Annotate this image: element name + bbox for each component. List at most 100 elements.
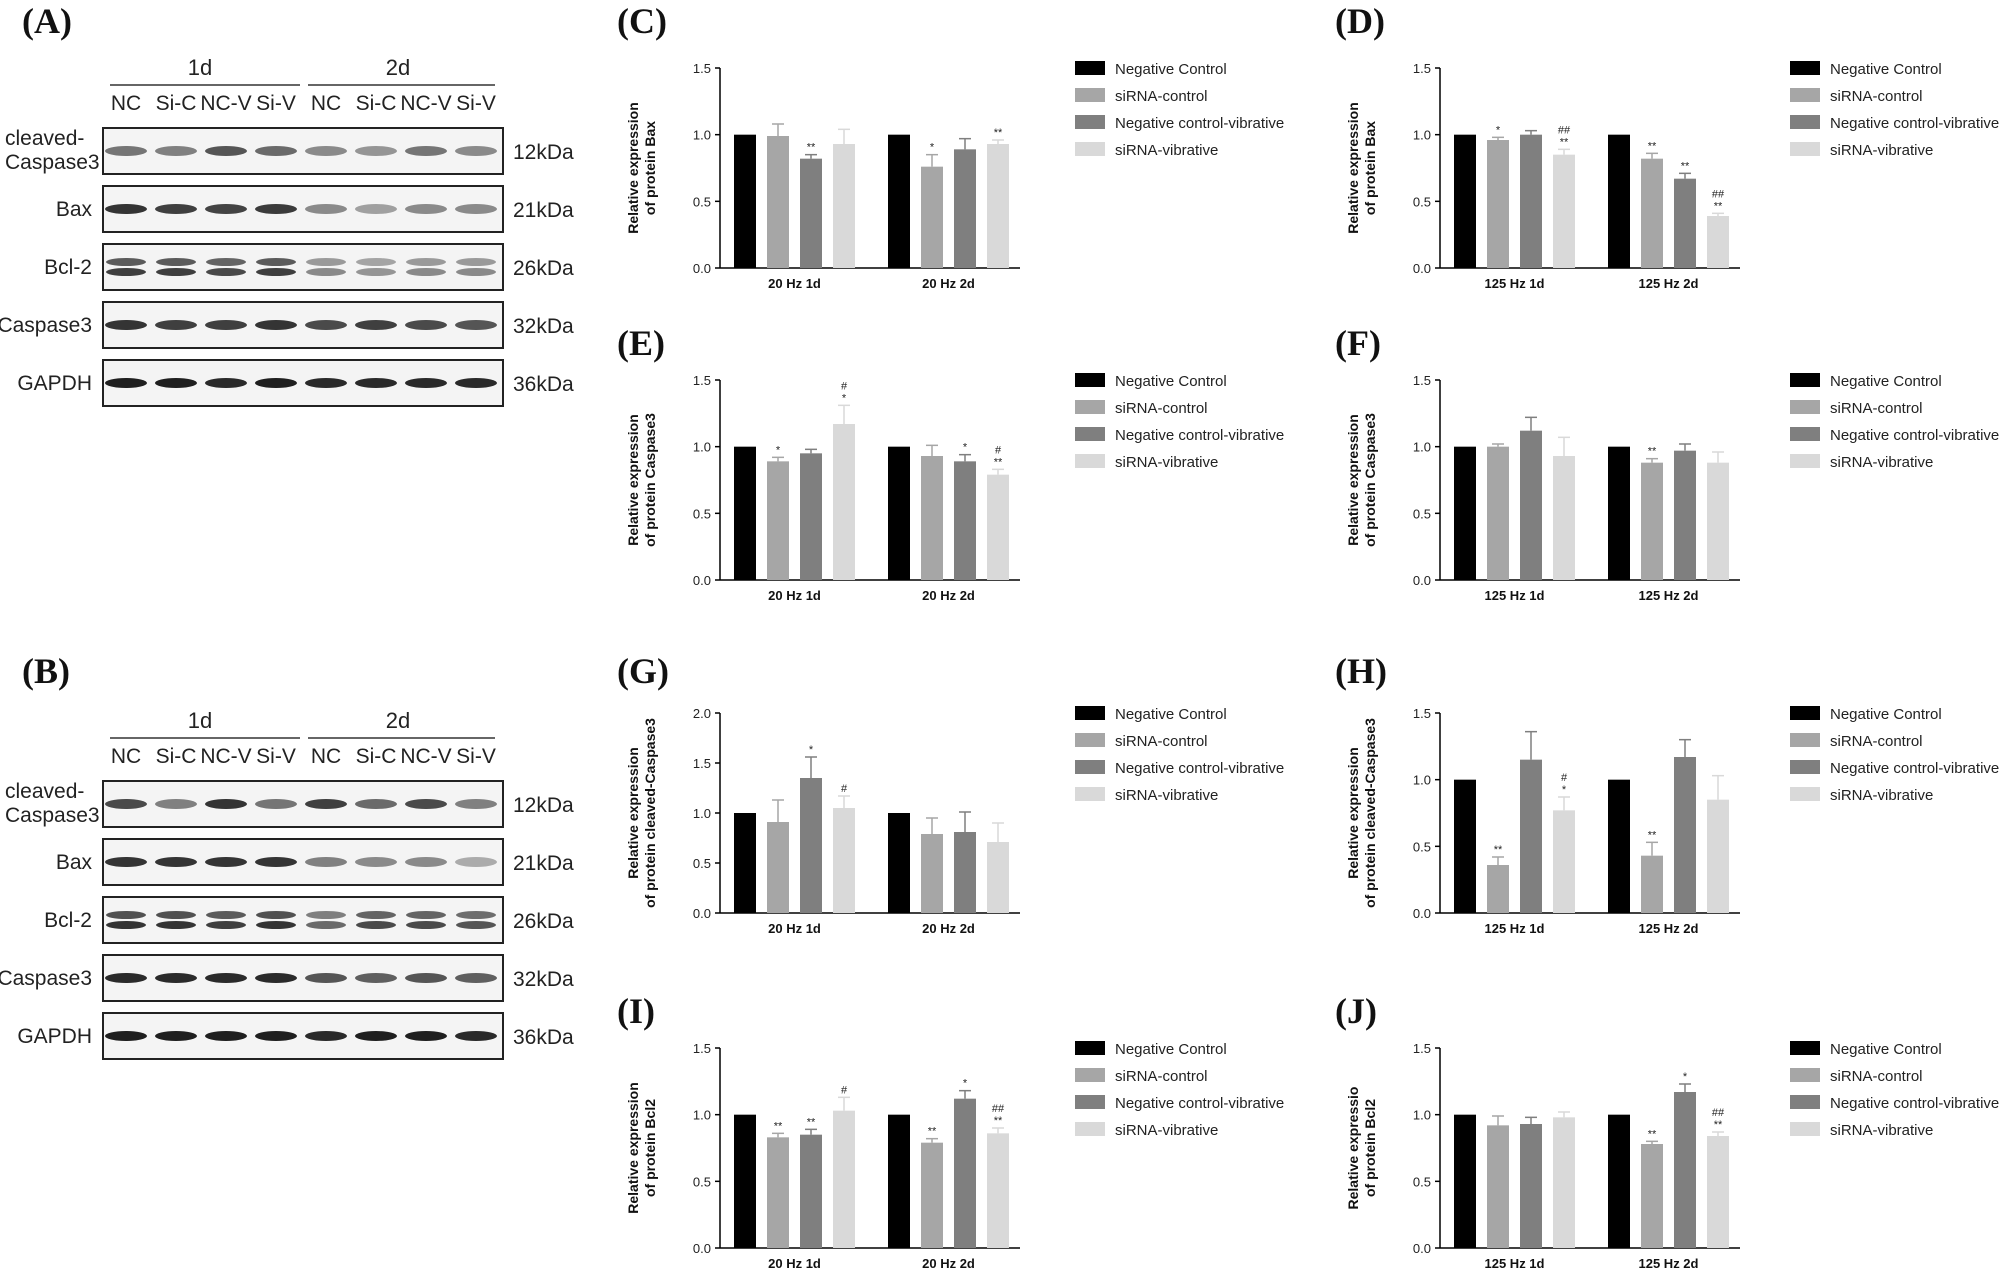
lane-label: Si-V <box>256 92 296 115</box>
protein-band <box>155 857 197 867</box>
protein-band <box>406 911 446 919</box>
protein-band <box>306 258 346 266</box>
significance-label: * <box>963 442 968 454</box>
bar <box>954 1098 976 1248</box>
legend-swatch <box>1075 733 1105 747</box>
chart-c: 0.0 0.5 1.0 1.5 Relative expression of protei… <box>625 61 1284 291</box>
y-tick-label: 0.0 <box>693 573 711 588</box>
y-tick-label: 1.0 <box>1413 773 1431 788</box>
legend-label: Negative Control <box>1115 1041 1227 1058</box>
legend-label: siRNA-control <box>1830 400 1923 417</box>
y-tick-label: 1.0 <box>693 440 711 455</box>
y-axis-label: Relative expression <box>625 747 641 879</box>
y-axis-label: of protein Caspase3 <box>1362 413 1378 547</box>
protein-band <box>306 921 346 929</box>
bar <box>954 461 976 580</box>
kda-label: 26kDa <box>513 257 574 280</box>
lane-label: NC <box>311 745 341 768</box>
bar <box>888 446 910 580</box>
legend-swatch <box>1790 760 1820 774</box>
protein-band <box>255 799 297 809</box>
protein-band <box>256 268 296 276</box>
legend-label: siRNA-control <box>1830 88 1923 105</box>
legend-label: Negative control-vibrative <box>1830 1095 1999 1112</box>
legend-swatch <box>1790 1068 1820 1082</box>
protein-band <box>155 146 197 156</box>
legend-label: Negative Control <box>1115 61 1227 78</box>
legend-label: Negative Control <box>1830 61 1942 78</box>
lane-label: NC <box>111 745 141 768</box>
x-tick-label: 125 Hz 1d <box>1485 921 1545 936</box>
chart-g: 0.0 0.5 1.0 1.5 2.0 Relative expression of pro… <box>625 706 1284 936</box>
y-tick-label: 0.0 <box>693 261 711 276</box>
legend-label: siRNA-control <box>1115 733 1208 750</box>
chart-j: 0.0 0.5 1.0 1.5 Relative expressio of protein… <box>1345 1041 1999 1271</box>
protein-band <box>405 973 447 983</box>
bar <box>987 842 1009 913</box>
kda-label: 32kDa <box>513 968 574 991</box>
bar <box>767 822 789 913</box>
protein-band <box>256 258 296 266</box>
blot-frame <box>102 896 504 944</box>
y-tick-label: 1.0 <box>693 806 711 821</box>
y-tick-label: 1.0 <box>693 1108 711 1123</box>
protein-band <box>205 378 247 388</box>
bar <box>1454 779 1476 913</box>
lane-label: NC <box>311 92 341 115</box>
bar <box>833 144 855 268</box>
legend-label: Negative Control <box>1115 706 1227 723</box>
protein-band <box>355 973 397 983</box>
protein-label: Bax <box>56 198 93 221</box>
legend-label: Negative Control <box>1830 1041 1942 1058</box>
blot-frame <box>102 243 504 291</box>
y-tick-label: 0.0 <box>693 1241 711 1256</box>
protein-band <box>405 204 447 214</box>
legend-label: siRNA-control <box>1830 733 1923 750</box>
x-tick-label: 125 Hz 2d <box>1639 921 1699 936</box>
significance-label: # <box>995 444 1002 456</box>
protein-band <box>355 320 397 330</box>
lane-label: Si-V <box>256 745 296 768</box>
day-header-label: 1d <box>188 708 212 733</box>
y-axis-label: Relative expression <box>1345 747 1361 879</box>
protein-band <box>256 921 296 929</box>
protein-label: Caspase3 <box>5 151 100 174</box>
protein-band <box>455 320 497 330</box>
protein-band <box>355 204 397 214</box>
bar <box>1553 810 1575 913</box>
bar <box>767 1137 789 1248</box>
significance-label: ** <box>1648 1128 1657 1140</box>
protein-band <box>205 857 247 867</box>
bar <box>921 834 943 913</box>
significance-label: # <box>841 380 848 392</box>
protein-band <box>255 204 297 214</box>
x-tick-label: 20 Hz 2d <box>922 1256 975 1271</box>
significance-label: * <box>776 444 781 456</box>
protein-band <box>105 378 147 388</box>
y-tick-label: 1.5 <box>1413 373 1431 388</box>
bar <box>888 134 910 268</box>
significance-label: ** <box>807 1116 816 1128</box>
legend-swatch <box>1075 1122 1105 1136</box>
bar <box>987 144 1009 268</box>
protein-band <box>256 911 296 919</box>
lane-label: NC <box>111 92 141 115</box>
bar <box>734 1114 756 1248</box>
protein-band <box>306 268 346 276</box>
legend-swatch <box>1075 454 1105 468</box>
bar <box>1553 456 1575 580</box>
significance-label: ## <box>1712 188 1725 200</box>
significance-label: ** <box>994 1115 1003 1127</box>
x-tick-label: 20 Hz 1d <box>768 588 821 603</box>
protein-band <box>355 146 397 156</box>
y-tick-label: 1.0 <box>1413 128 1431 143</box>
legend-swatch <box>1075 88 1105 102</box>
legend-label: Negative control-vibrative <box>1830 115 1999 132</box>
y-tick-label: 1.5 <box>693 61 711 76</box>
bar <box>1608 446 1630 580</box>
protein-label: GAPDH <box>17 1025 92 1048</box>
day-header-label: 2d <box>386 55 410 80</box>
legend-swatch <box>1075 400 1105 414</box>
legend-swatch <box>1790 88 1820 102</box>
protein-band <box>155 378 197 388</box>
